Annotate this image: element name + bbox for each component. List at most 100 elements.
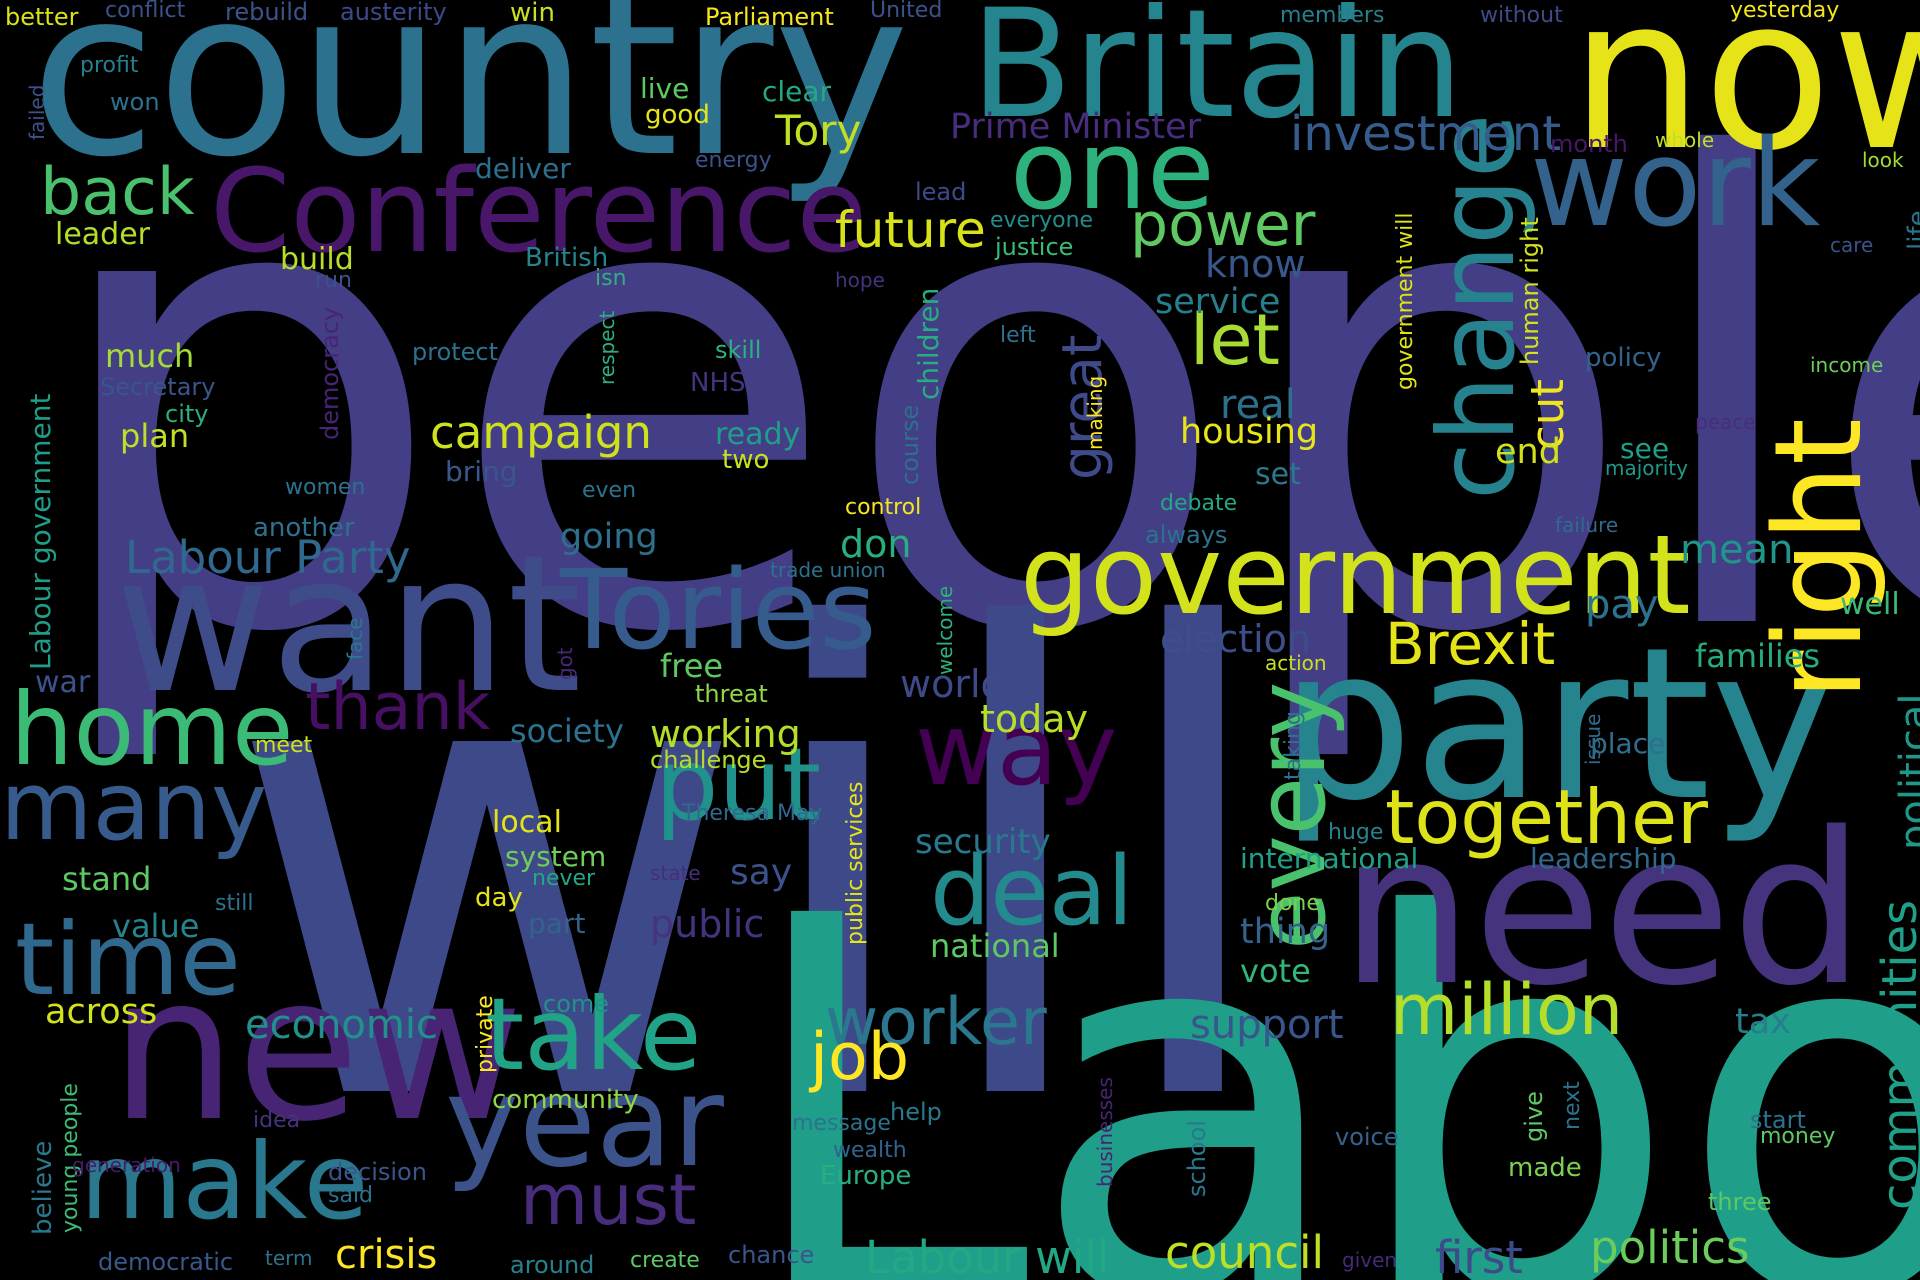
word-theresa-may: Theresa May (682, 801, 823, 826)
word-pay: pay (1585, 582, 1659, 628)
word-power: power (1130, 190, 1316, 260)
word-give: give (1520, 1091, 1548, 1142)
word-mean: mean (1680, 527, 1794, 573)
word-british: British (525, 243, 609, 273)
word-plan: plan (120, 417, 190, 455)
word-party: party (1280, 602, 1835, 847)
word-still: still (215, 891, 254, 916)
word-job: job (810, 1020, 910, 1095)
word-lead: lead (915, 178, 967, 206)
word-term: term (265, 1246, 313, 1270)
word-action: action (1265, 651, 1327, 675)
word-wealth: wealth (833, 1138, 907, 1163)
word-city: city (165, 400, 209, 428)
word-conference: Conference (210, 145, 868, 279)
word-end: end (1495, 432, 1561, 472)
word-investment: investment (1290, 106, 1562, 162)
word-future: future (835, 201, 986, 259)
word-new: new (110, 933, 524, 1166)
word-month: month (1550, 130, 1628, 158)
word-back: back (40, 155, 195, 230)
word-making: making (1083, 375, 1107, 450)
word-council: council (1165, 1226, 1325, 1279)
word-energy: energy (695, 148, 772, 173)
word-good: good (645, 100, 710, 130)
word-year: year (445, 1050, 724, 1195)
word-without: without (1480, 3, 1563, 28)
word-debate: debate (1160, 491, 1238, 516)
word-don: don (840, 522, 912, 566)
word-care: care (1830, 233, 1874, 257)
word-live: live (640, 72, 690, 105)
word-security: security (915, 822, 1051, 862)
word-must: must (520, 1159, 697, 1241)
word-leadership: leadership (1530, 842, 1677, 875)
word-part: part (528, 907, 586, 940)
word-public: public (650, 902, 765, 946)
word-ready: ready (715, 417, 801, 452)
word-whole: whole (1655, 128, 1715, 152)
word-businesses: businesses (1093, 1077, 1117, 1187)
word-support: support (1190, 1002, 1344, 1048)
word-now: now (1570, 0, 1920, 197)
word-failure: failure (1555, 513, 1619, 537)
word-europe: Europe (820, 1161, 912, 1191)
word-time: time (15, 901, 241, 1018)
word-across: across (45, 992, 158, 1032)
word-place: place (1590, 727, 1666, 760)
word-tory: Tory (775, 106, 862, 155)
word-face: face (343, 617, 367, 660)
word-left: left (1000, 323, 1036, 348)
word-clear: clear (762, 75, 832, 108)
word-set: set (1255, 457, 1301, 492)
word-know: know (1205, 242, 1306, 286)
word-children: children (912, 287, 945, 400)
word-money: money (1760, 1124, 1836, 1149)
word-hope: hope (835, 268, 885, 292)
word-rebuild: rebuild (225, 0, 309, 26)
word-next: next (1560, 1081, 1585, 1130)
word-state: state (650, 861, 701, 885)
word-taking: taking (1281, 711, 1306, 780)
word-vote: vote (1240, 952, 1311, 990)
word-politics: politics (1590, 1221, 1750, 1274)
word-win: win (510, 0, 555, 28)
word-yesterday: yesterday (1730, 0, 1840, 23)
word-come: come (543, 990, 610, 1018)
word-never: never (532, 866, 596, 891)
word-community: community (492, 1085, 639, 1115)
word-world: world (900, 662, 1005, 706)
word-democracy: democracy (316, 306, 344, 440)
word-deliver: deliver (475, 152, 571, 185)
word-create: create (630, 1248, 700, 1273)
word-always: always (1145, 521, 1228, 549)
word-better: better (5, 3, 79, 31)
word-tax: tax (1735, 1002, 1791, 1042)
word-let: let (1190, 299, 1280, 381)
word-skill: skill (715, 336, 762, 364)
word-failed: failed (25, 84, 49, 140)
word-tories: Tories (560, 546, 877, 674)
word-meet: meet (255, 733, 313, 758)
word-much: much (105, 337, 195, 375)
word-private: private (473, 995, 498, 1073)
word-welcome: welcome (933, 585, 957, 675)
word-public-services: public services (843, 781, 868, 945)
word-run: run (315, 268, 352, 293)
word-value: value (112, 907, 200, 945)
word-start: start (1750, 1106, 1806, 1134)
word-war: war (35, 665, 91, 700)
word-said: said (328, 1183, 374, 1208)
word-worker: worker (825, 985, 1047, 1060)
word-labour-party: Labour Party (125, 531, 411, 584)
word-thank: thank (305, 670, 491, 745)
word-policy: policy (1585, 343, 1662, 373)
word-life: life (1903, 210, 1920, 250)
word-first: first (1435, 1231, 1523, 1280)
word-idea: idea (253, 1108, 301, 1133)
word-going: going (560, 517, 658, 557)
word-isn: isn (595, 266, 627, 291)
word-democratic: democratic (98, 1248, 234, 1276)
word-everyone: everyone (990, 208, 1094, 233)
